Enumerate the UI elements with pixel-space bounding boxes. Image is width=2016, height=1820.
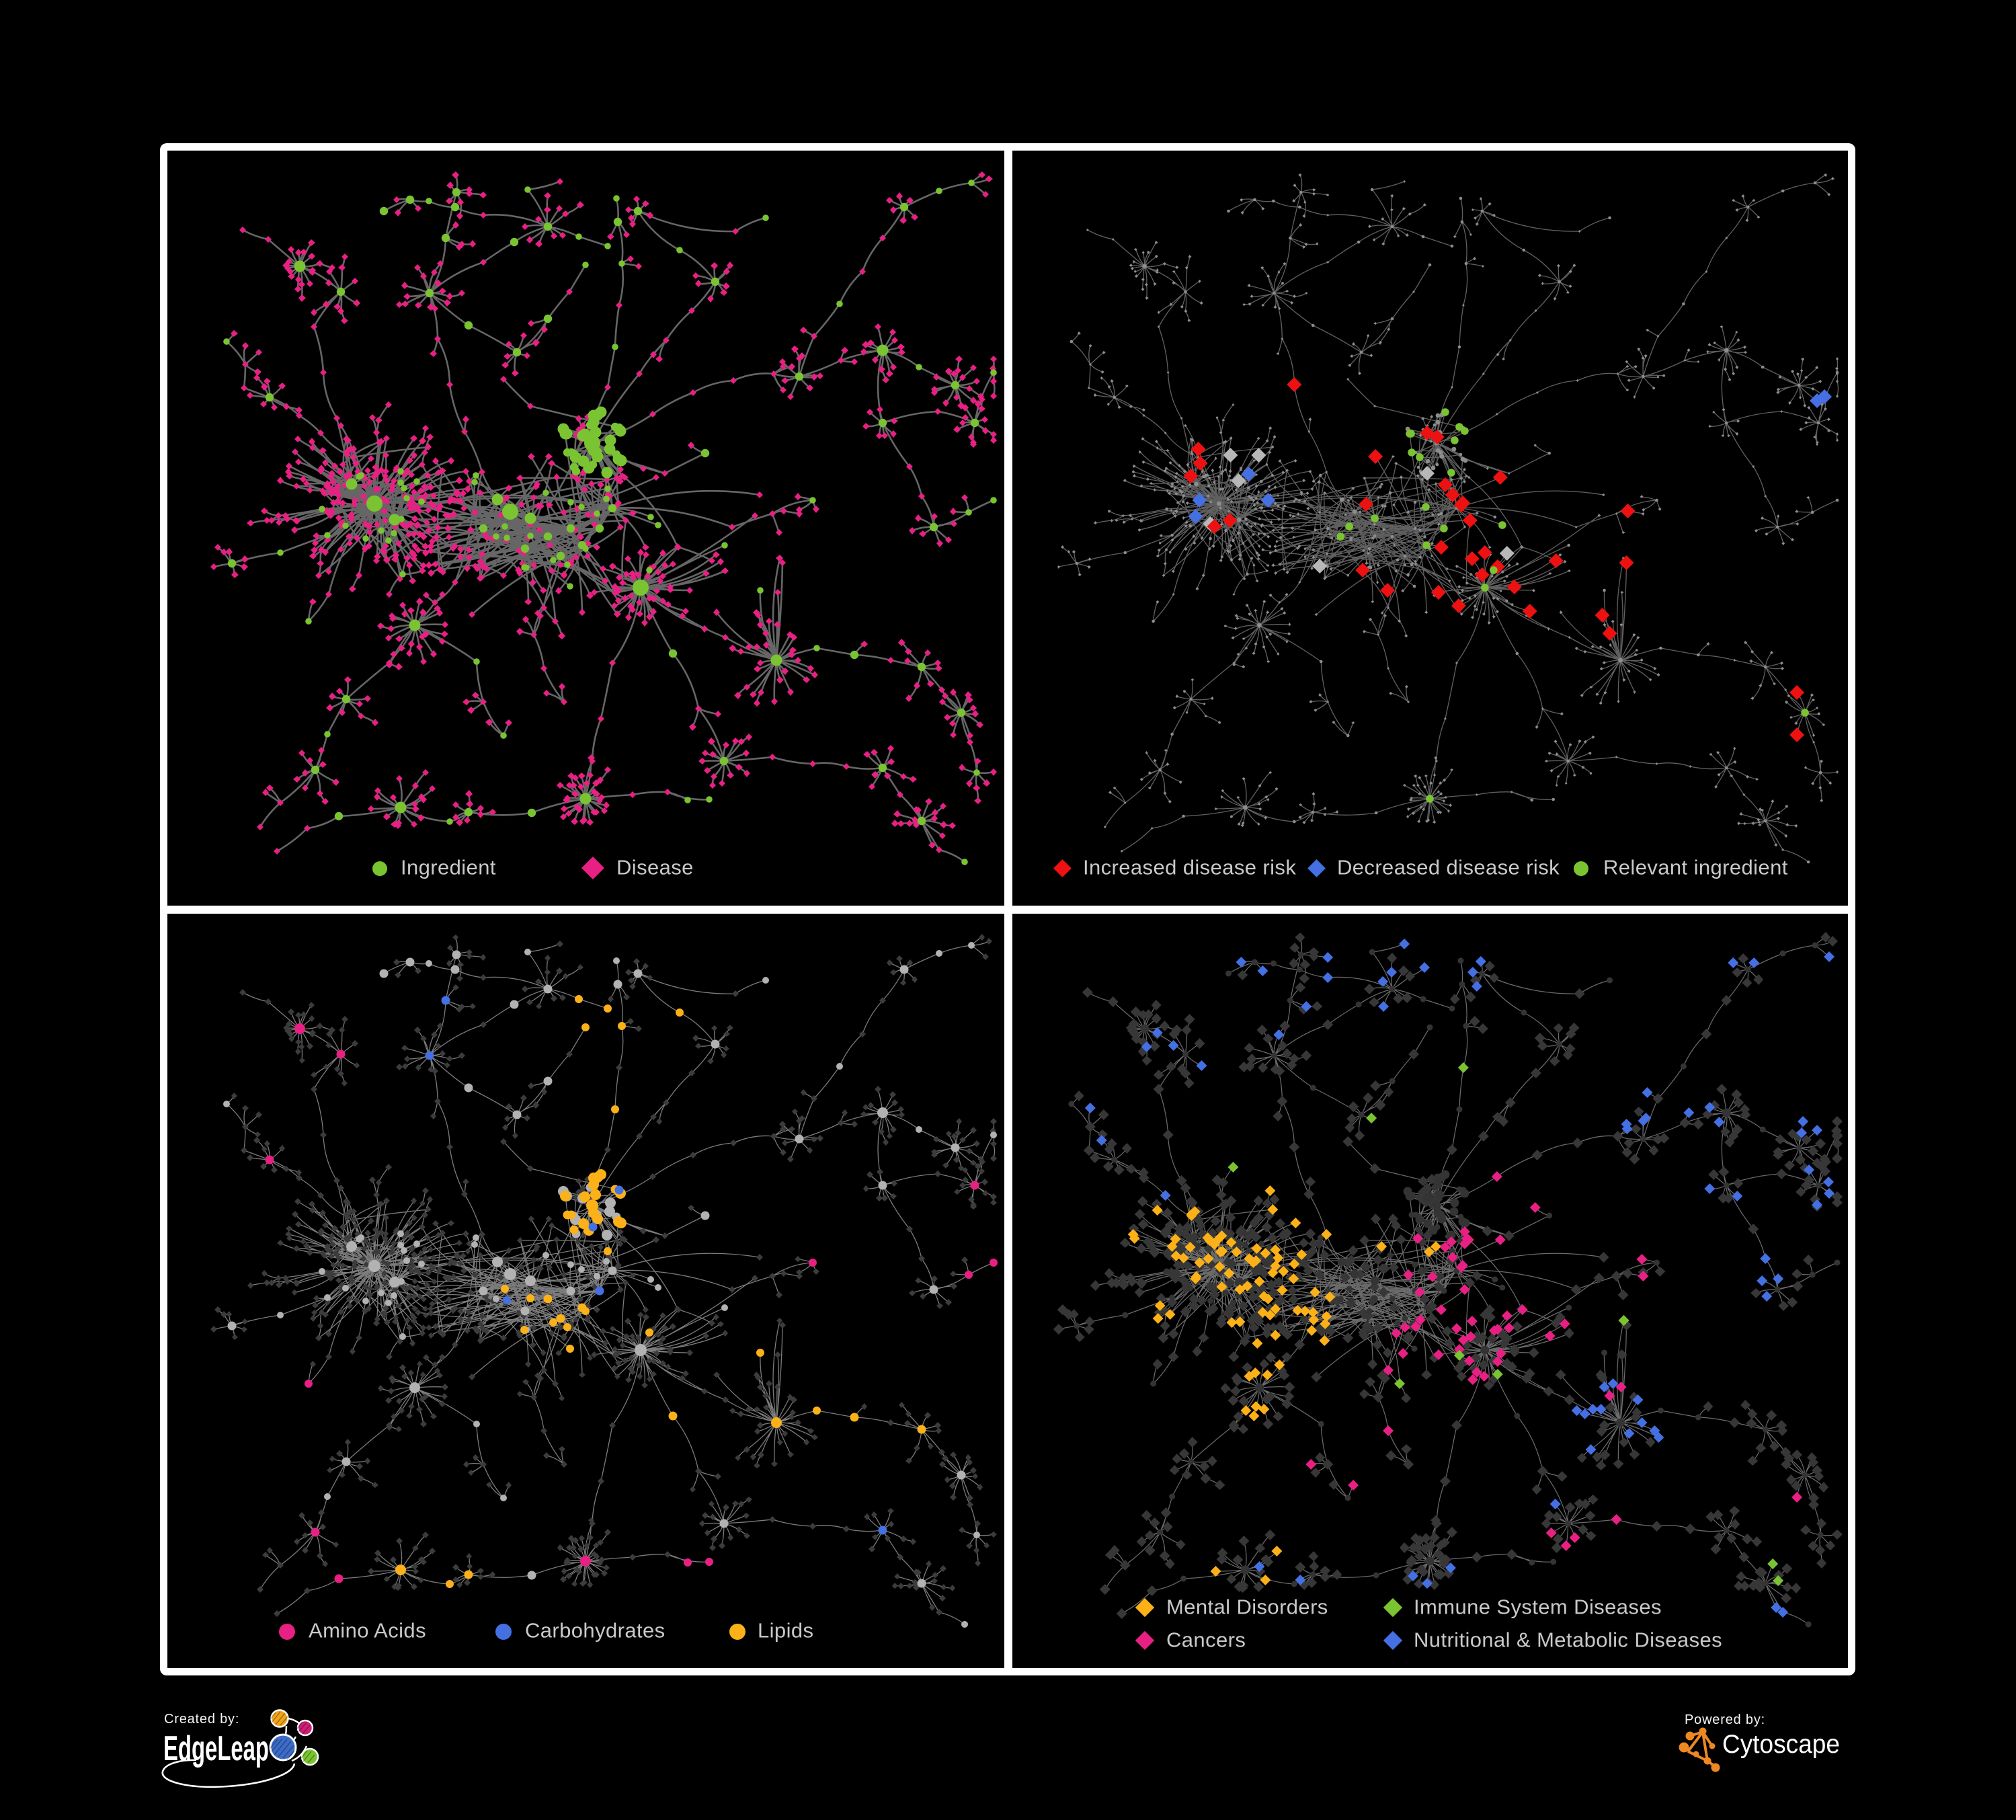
svg-text:Cytoscape: Cytoscape	[1722, 1730, 1840, 1759]
svg-text:Powered by:: Powered by:	[1685, 1712, 1765, 1727]
svg-text:EdgeLeap: EdgeLeap	[163, 1729, 269, 1768]
svg-text:Created by:: Created by:	[164, 1712, 239, 1727]
